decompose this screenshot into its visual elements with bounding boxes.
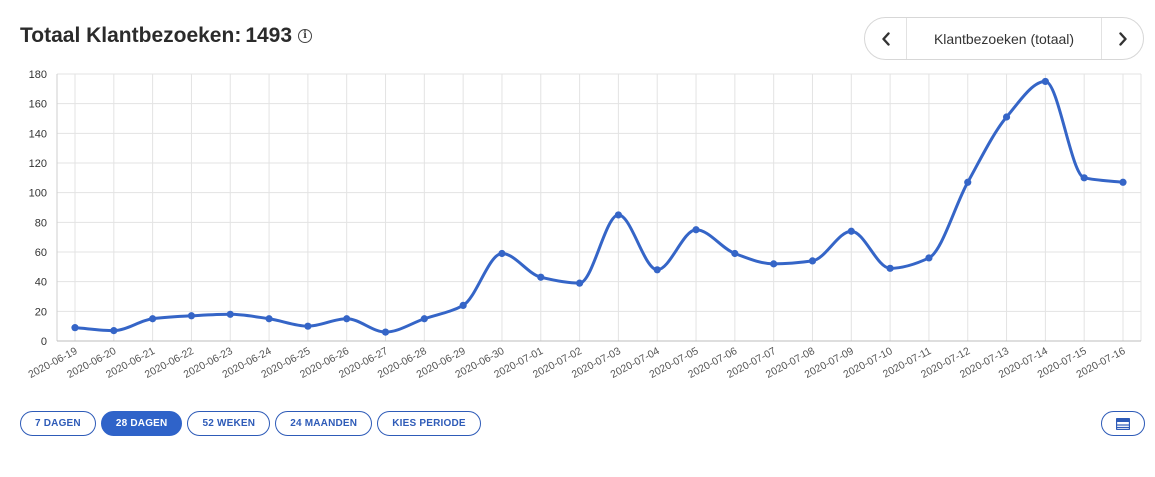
data-point [110, 327, 118, 335]
data-point [653, 266, 661, 274]
data-point [71, 324, 79, 332]
data-point [808, 257, 817, 265]
data-point [420, 315, 428, 323]
data-point [731, 249, 739, 258]
y-tick-label: 80 [35, 217, 47, 229]
range-28-days-button[interactable]: 28 DAGEN [100, 411, 183, 436]
series-line [73, 79, 1125, 334]
chevron-left-icon [881, 31, 890, 46]
table-icon [1116, 417, 1130, 430]
data-point [226, 310, 234, 318]
data-point [149, 315, 157, 323]
y-tick-label: 160 [29, 99, 47, 111]
data-point [537, 273, 545, 281]
data-point [343, 315, 351, 323]
data-point [1080, 174, 1088, 182]
data-point [304, 322, 312, 330]
data-point [614, 211, 623, 219]
y-tick-label: 0 [41, 336, 47, 348]
data-point [692, 226, 700, 234]
data-point [575, 279, 584, 287]
data-point [1002, 113, 1011, 121]
metric-label: Klantbezoeken (totaal) [906, 18, 1102, 59]
chevron-right-icon [1118, 31, 1127, 46]
data-point [1119, 178, 1127, 186]
data-point [265, 315, 273, 323]
y-tick-label: 20 [35, 306, 47, 318]
data-point [459, 301, 467, 309]
range-button-group: 7 DAGEN 28 DAGEN 52 WEKEN 24 MAANDEN KIE… [20, 411, 481, 436]
data-point [187, 312, 196, 320]
data-point [847, 227, 855, 235]
range-52-weeks-button[interactable]: 52 WEKEN [187, 411, 271, 436]
choose-period-button[interactable]: KIES PERIODE [377, 411, 481, 436]
y-tick-label: 100 [29, 188, 47, 200]
info-icon[interactable]: i [298, 29, 313, 43]
data-point [381, 328, 390, 336]
total-value: 1493 [245, 24, 293, 47]
data-point [886, 264, 894, 272]
y-tick-label: 120 [29, 158, 47, 170]
y-tick-label: 40 [35, 277, 47, 289]
table-view-button[interactable] [1101, 411, 1145, 436]
y-tick-label: 180 [29, 69, 47, 81]
data-point [770, 260, 778, 268]
y-tick-label: 140 [29, 128, 47, 140]
page-title: Totaal Klantbezoeken: 1493 i [20, 24, 313, 48]
range-24-months-button[interactable]: 24 MAANDEN [275, 411, 373, 436]
y-tick-label: 60 [35, 247, 47, 259]
line-chart: 0204060801001201401601802020-06-192020-0… [26, 69, 1142, 381]
title-text: Totaal Klantbezoeken: [20, 24, 242, 47]
range-7-days-button[interactable]: 7 DAGEN [20, 411, 96, 436]
data-point [925, 254, 933, 262]
metric-switcher: Klantbezoeken (totaal) [864, 17, 1144, 60]
previous-metric-button[interactable] [865, 18, 906, 59]
data-point [498, 249, 506, 258]
next-metric-button[interactable] [1102, 18, 1143, 59]
data-point [964, 178, 972, 186]
data-point [1041, 77, 1049, 86]
